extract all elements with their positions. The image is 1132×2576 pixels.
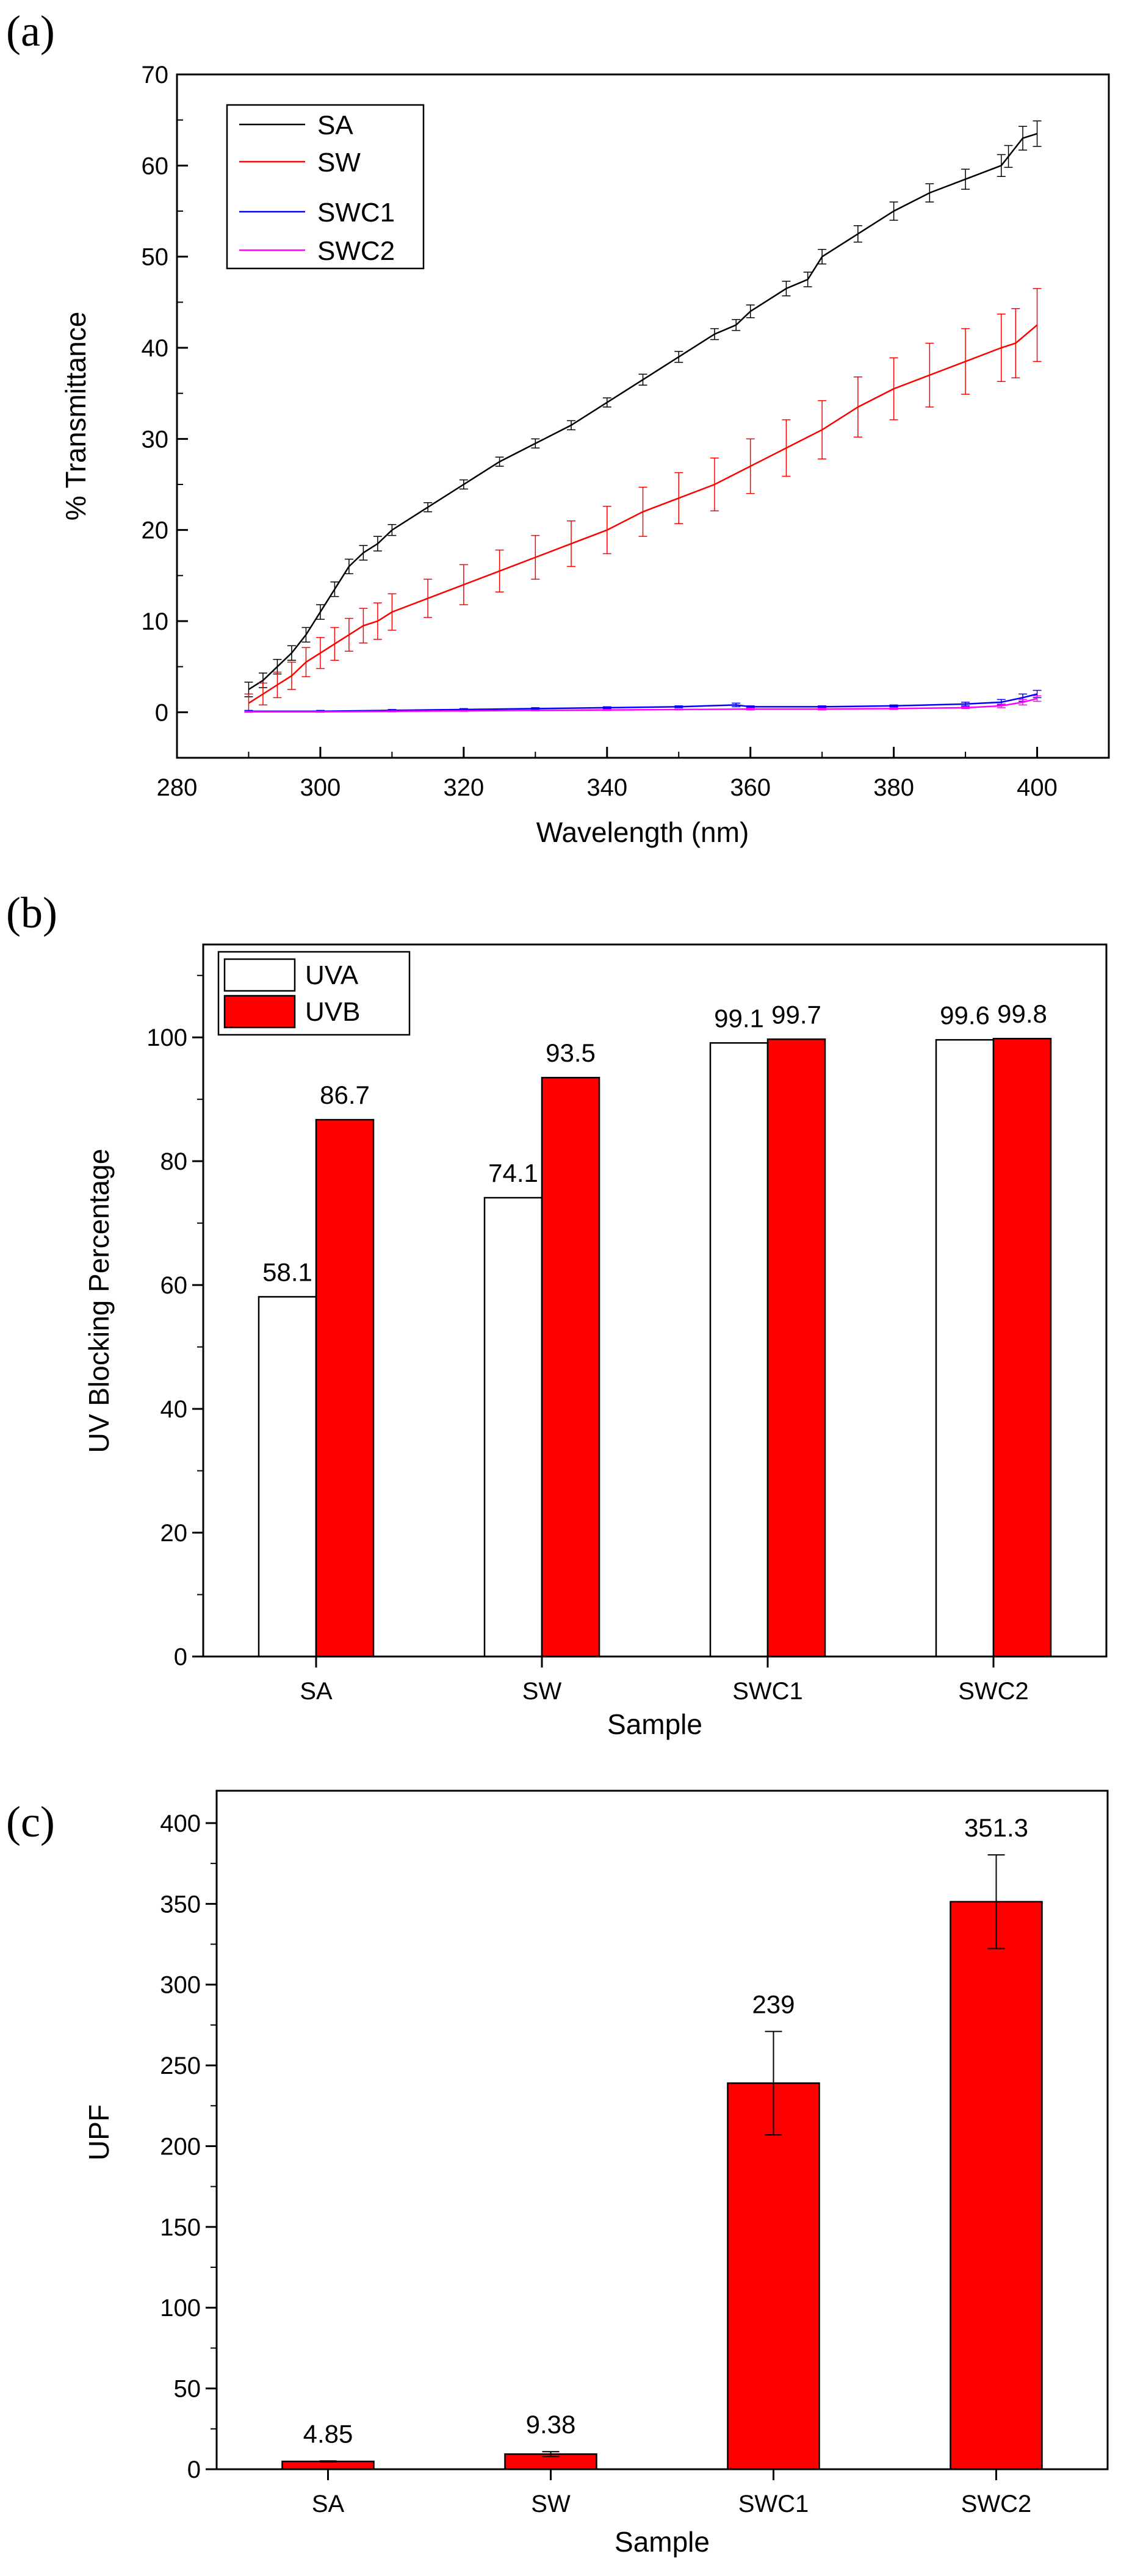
x-tick-label-sw: SW (531, 2491, 571, 2517)
bar-uva-sw (483, 1196, 543, 1658)
x-tick-label-sw: SW (522, 1678, 562, 1705)
bar-uva-swc1 (709, 1042, 769, 1658)
panel-c-y-axis-title: UPF (83, 2104, 115, 2160)
panel-label-a: (a) (6, 7, 55, 56)
data-label-upf-swc1: 239 (752, 1990, 795, 2018)
panel-a-series (244, 120, 1042, 713)
series-line-sw (248, 324, 1038, 704)
series-line-swc2 (248, 697, 1037, 713)
y-tick-label-300: 300 (160, 1972, 201, 1999)
y-tick-label-80: 80 (160, 1148, 188, 1175)
y-tick-label-20: 20 (160, 1520, 188, 1547)
x-tick-label-400: 400 (1017, 774, 1058, 801)
x-tick-label-sa: SA (300, 1678, 333, 1705)
bar-upf-sa (281, 2460, 375, 2470)
x-tick-label-swc1: SWC1 (738, 2491, 809, 2517)
legend-label-sa: SA (317, 110, 353, 140)
legend-label-sw: SW (317, 148, 361, 178)
x-tick-label-340: 340 (586, 774, 627, 801)
y-tick-label-10: 10 (142, 608, 169, 635)
legend-label-uvb: UVB (305, 997, 360, 1027)
data-label-uvb-sw: 93.5 (546, 1038, 596, 1067)
y-tick-label-150: 150 (160, 2214, 201, 2241)
panel-a-legend-box (226, 104, 425, 270)
panel-b: (b) 0 20 40 60 80 100 SA SW SWC1 SWC2 58.1 86.7 74.… (6, 888, 1108, 1740)
bar-uva-sa (258, 1296, 317, 1658)
bar-uvb-swc2 (992, 1037, 1052, 1658)
panel-c-plot-frame (215, 1790, 1109, 2470)
x-tick-label-320: 320 (443, 774, 484, 801)
panel-c-ticks: 0 50 100 150 200 250 300 350 400 SA SW SWC1 SWC2 (160, 1810, 1031, 2517)
panel-a-legend: SA SW SWC1 SWC2 (226, 104, 425, 270)
panel-label-c: (c) (6, 1797, 55, 1846)
bar-uvb-swc1 (766, 1038, 826, 1658)
bar-uvb-sa (315, 1118, 375, 1658)
panel-a: (a) 280 300 320 340 360 380 400 0 10 20 30 40 50 60 70… (6, 7, 1110, 848)
x-tick-label-sa: SA (312, 2491, 345, 2517)
y-tick-label-50: 50 (142, 244, 169, 271)
panel-c-bars: 4.85 9.38 239 351.3 (281, 1813, 1043, 2470)
panel-b-ticks: 0 20 40 60 80 100 SA SW SWC1 SWC2 (146, 974, 1029, 1705)
legend-swatch-uvb (223, 995, 296, 1029)
panel-c: (c) 0 50 100 150 200 250 300 350 400 SA SW SWC1 SWC2… (6, 1790, 1109, 2558)
y-tick-label-200: 200 (160, 2133, 201, 2160)
y-tick-label-0: 0 (174, 1644, 187, 1671)
y-tick-label-100: 100 (160, 2295, 201, 2322)
data-label-uva-swc2: 99.6 (940, 1001, 990, 1029)
panel-a-ticks: 280 300 320 340 360 380 400 0 10 20 30 40 50 60 70 (142, 62, 1058, 801)
x-tick-label-280: 280 (157, 774, 198, 801)
y-tick-label-60: 60 (160, 1272, 188, 1299)
legend-label-uva: UVA (305, 960, 359, 990)
y-tick-label-20: 20 (142, 517, 169, 544)
legend-swatch-uva (223, 958, 296, 992)
y-tick-label-50: 50 (174, 2376, 201, 2403)
data-label-upf-sw: 9.38 (526, 2410, 576, 2439)
data-label-uvb-swc2: 99.8 (997, 999, 1047, 1028)
y-tick-label-0: 0 (155, 699, 168, 726)
bar-upf-swc1 (727, 2082, 820, 2470)
panel-label-b: (b) (6, 888, 57, 937)
panel-b-x-axis-title: Sample (607, 1708, 702, 1740)
panel-b-y-axis-title: UV Blocking Percentage (83, 1149, 115, 1453)
data-label-upf-sa: 4.85 (303, 2419, 353, 2448)
x-tick-label-swc2: SWC2 (961, 2491, 1032, 2517)
y-tick-label-250: 250 (160, 2053, 201, 2079)
y-tick-label-400: 400 (160, 1810, 201, 1837)
bar-upf-swc2 (950, 1901, 1043, 2470)
x-tick-label-300: 300 (300, 774, 341, 801)
y-tick-label-0: 0 (187, 2456, 201, 2483)
panel-b-legend: UVA UVB (217, 951, 411, 1036)
y-tick-label-30: 30 (142, 426, 169, 453)
panel-b-bars: 58.1 86.7 74.1 93.5 99.1 99.7 99.6 99.8 (258, 999, 1052, 1658)
x-tick-label-swc2: SWC2 (958, 1678, 1029, 1705)
y-tick-label-40: 40 (142, 335, 169, 362)
panel-c-x-axis-title: Sample (615, 2526, 710, 2558)
panel-a-plot-frame (176, 73, 1110, 759)
panel-b-plot-frame (202, 943, 1108, 1658)
bar-uva-swc2 (935, 1039, 995, 1658)
bar-uvb-sw (541, 1076, 600, 1658)
data-label-uva-swc1: 99.1 (714, 1004, 764, 1032)
panel-a-x-axis-title: Wavelength (nm) (536, 816, 749, 848)
data-label-uva-sa: 58.1 (262, 1257, 312, 1286)
data-label-uvb-swc1: 99.7 (771, 1000, 821, 1029)
x-tick-label-360: 360 (730, 774, 771, 801)
panel-a-y-axis-title: % Transmittance (60, 312, 92, 521)
legend-label-swc1: SWC1 (317, 198, 395, 228)
y-tick-label-100: 100 (146, 1024, 187, 1051)
y-tick-label-70: 70 (142, 62, 169, 88)
x-tick-label-swc1: SWC1 (732, 1678, 803, 1705)
y-tick-label-60: 60 (142, 153, 169, 179)
y-tick-label-350: 350 (160, 1891, 201, 1918)
legend-label-swc2: SWC2 (317, 236, 395, 266)
data-label-uvb-sa: 86.7 (320, 1081, 370, 1109)
data-label-uva-sw: 74.1 (488, 1159, 538, 1187)
data-label-upf-swc2: 351.3 (964, 1813, 1028, 1842)
x-tick-label-380: 380 (873, 774, 914, 801)
y-tick-label-40: 40 (160, 1396, 188, 1423)
